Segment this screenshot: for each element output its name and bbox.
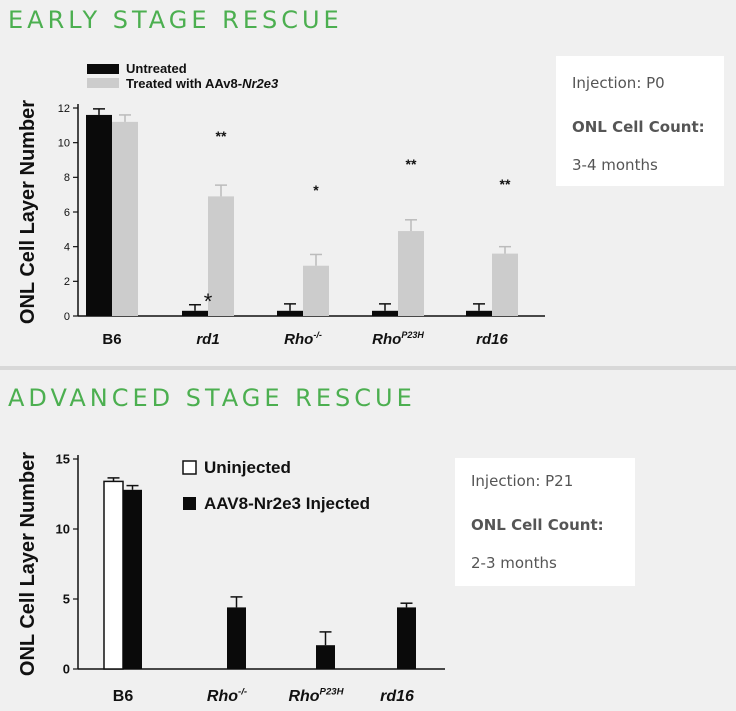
legend-swatch	[87, 64, 119, 74]
count-label: ONL Cell Count:	[572, 118, 705, 136]
bar	[303, 265, 329, 316]
early-info-box: Injection: P0 ONL Cell Count: 3-4 months	[556, 56, 724, 186]
injection-value: P0	[646, 74, 665, 92]
y-tick-label: 10	[58, 138, 70, 150]
injection-line: Injection: P0	[572, 74, 665, 92]
significance-mark: **	[500, 176, 511, 192]
category-label: rd1	[196, 331, 219, 348]
category-label: B6	[113, 688, 134, 705]
y-tick-label: 15	[56, 452, 70, 467]
injection-label: Injection	[572, 74, 637, 92]
y-tick-label: 0	[63, 662, 70, 677]
y-tick-label: 10	[56, 522, 70, 537]
section-divider	[0, 366, 736, 370]
significance-mark-untreated: *	[204, 289, 213, 314]
bar	[466, 310, 492, 316]
bar	[103, 480, 124, 670]
significance-mark: *	[313, 182, 319, 198]
bar	[227, 607, 246, 669]
injection-label: Injection	[471, 472, 536, 490]
bar	[182, 310, 208, 316]
y-tick-label: 5	[63, 592, 70, 607]
early-stage-chart: ONL Cell Layer Number 0 2 4 6 8 10 12 B6 rd1 Rho-/…	[17, 61, 545, 348]
bar	[398, 231, 424, 316]
category-label: rd16	[476, 331, 508, 348]
advanced-stage-title: ADVANCED STAGE RESCUE	[8, 384, 416, 412]
legend-label-uninjected: Uninjected	[204, 458, 291, 477]
y-tick-label: 12	[58, 103, 70, 115]
count-value: 2-3 months	[471, 554, 557, 572]
y-tick-label: 4	[64, 242, 70, 254]
injection-line: Injection: P21	[471, 472, 574, 490]
category-label: RhoP23H	[288, 687, 344, 705]
legend-swatch	[87, 78, 119, 88]
advanced-info-box: Injection: P21 ONL Cell Count: 2-3 month…	[455, 458, 635, 586]
y-tick-label: 2	[64, 276, 70, 288]
bar	[112, 121, 138, 316]
y-axis-label: ONL Cell Layer Number	[17, 452, 39, 676]
category-label: Rho-/-	[284, 330, 322, 348]
bar	[123, 489, 142, 669]
early-stage-title: EARLY STAGE RESCUE	[8, 6, 343, 34]
category-label: Rho-/-	[207, 687, 247, 705]
bar	[397, 607, 416, 669]
y-tick-label: 0	[64, 311, 70, 323]
category-label: RhoP23H	[372, 330, 424, 348]
y-tick-label: 6	[64, 207, 70, 219]
y-axis-label: ONL Cell Layer Number	[17, 100, 39, 324]
bar	[372, 310, 398, 316]
category-label: B6	[102, 331, 121, 348]
bar	[86, 114, 112, 316]
bar	[277, 310, 303, 316]
count-label: ONL Cell Count:	[471, 516, 604, 534]
legend-swatch-injected	[183, 497, 196, 510]
legend-label-untreated: Untreated	[126, 61, 187, 76]
bar	[492, 253, 518, 316]
legend-label-injected: AAV8-Nr2e3 Injected	[204, 494, 370, 513]
injection-value: P21	[545, 472, 574, 490]
advanced-stage-chart: ONL Cell Layer Number 0 5 10 15 B6 Rho-/- RhoP2…	[17, 452, 445, 705]
significance-mark: **	[406, 156, 417, 172]
legend-label-treated: Treated with AAv8-Nr2e3	[126, 76, 279, 91]
count-value: 3-4 months	[572, 156, 658, 174]
bar	[208, 196, 234, 316]
significance-mark: **	[216, 128, 227, 144]
category-label: rd16	[380, 688, 414, 705]
legend-swatch-uninjected	[182, 460, 197, 475]
y-tick-label: 8	[64, 172, 70, 184]
bar	[316, 645, 335, 669]
